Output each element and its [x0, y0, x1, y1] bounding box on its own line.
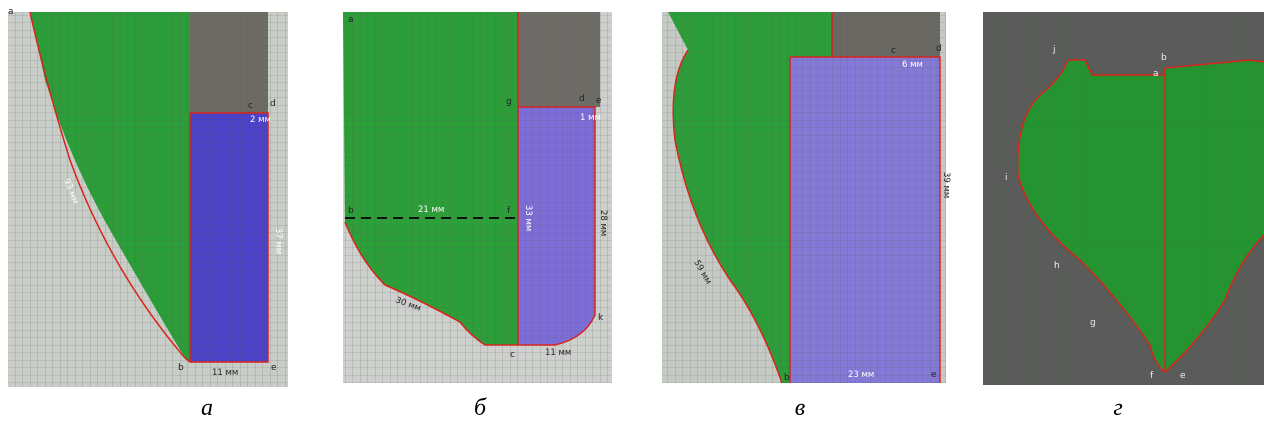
point-label: e — [596, 96, 602, 106]
point-label: h — [1054, 261, 1060, 271]
measure-label: 23 мм — [848, 370, 874, 380]
measure-label: 1 мм — [580, 113, 601, 123]
point-label: a — [348, 15, 354, 25]
point-label: c — [891, 46, 896, 56]
panel-b: a g d e b f c k 21 мм 33 мм 1 мм 28 мм 3… — [343, 12, 612, 383]
point-label: e — [1180, 371, 1186, 381]
panel-v: c d b e 6 мм 39 мм 59 мм 23 мм — [662, 12, 951, 383]
measure-label: 37 мм — [273, 228, 283, 254]
point-label: c — [248, 101, 253, 111]
point-label: b — [1161, 53, 1167, 63]
measure-label: 21 мм — [418, 205, 444, 215]
point-label: b — [348, 206, 354, 216]
point-label: d — [579, 94, 585, 104]
grid — [8, 12, 288, 387]
point-label: d — [936, 44, 942, 54]
point-label: d — [270, 99, 276, 109]
caption: б — [474, 395, 487, 421]
point-label: a — [1153, 69, 1159, 79]
point-label: k — [598, 313, 604, 323]
caption: а — [201, 395, 213, 421]
measure-label: 11 мм — [212, 368, 238, 378]
measure-label: 11 мм — [545, 348, 571, 358]
measure-label: 28 мм — [598, 210, 608, 236]
caption: г — [1113, 395, 1122, 421]
point-label: e — [931, 370, 937, 380]
panel-a: a c d b e 93 мм 2 мм 37 мм 11 мм — [8, 7, 288, 387]
point-label: b — [784, 373, 790, 383]
panel-g: j b a i h g f e — [983, 12, 1264, 385]
point-label: e — [271, 363, 277, 373]
measure-label: 2 мм — [250, 115, 271, 125]
grid — [983, 12, 1264, 385]
measure-label: 6 мм — [902, 60, 923, 70]
point-label: i — [1005, 173, 1008, 183]
point-label: a — [8, 7, 14, 17]
point-label: g — [506, 97, 512, 107]
point-label: j — [1052, 45, 1056, 55]
measure-label: 39 мм — [941, 172, 951, 198]
grid — [343, 12, 612, 383]
point-label: g — [1090, 318, 1096, 328]
measure-label: 33 мм — [523, 205, 533, 231]
figure: a c d b e 93 мм 2 мм 37 мм 11 мм a g d e… — [0, 0, 1264, 423]
point-label: c — [510, 350, 515, 360]
point-label: b — [178, 363, 184, 373]
caption: в — [795, 395, 805, 421]
